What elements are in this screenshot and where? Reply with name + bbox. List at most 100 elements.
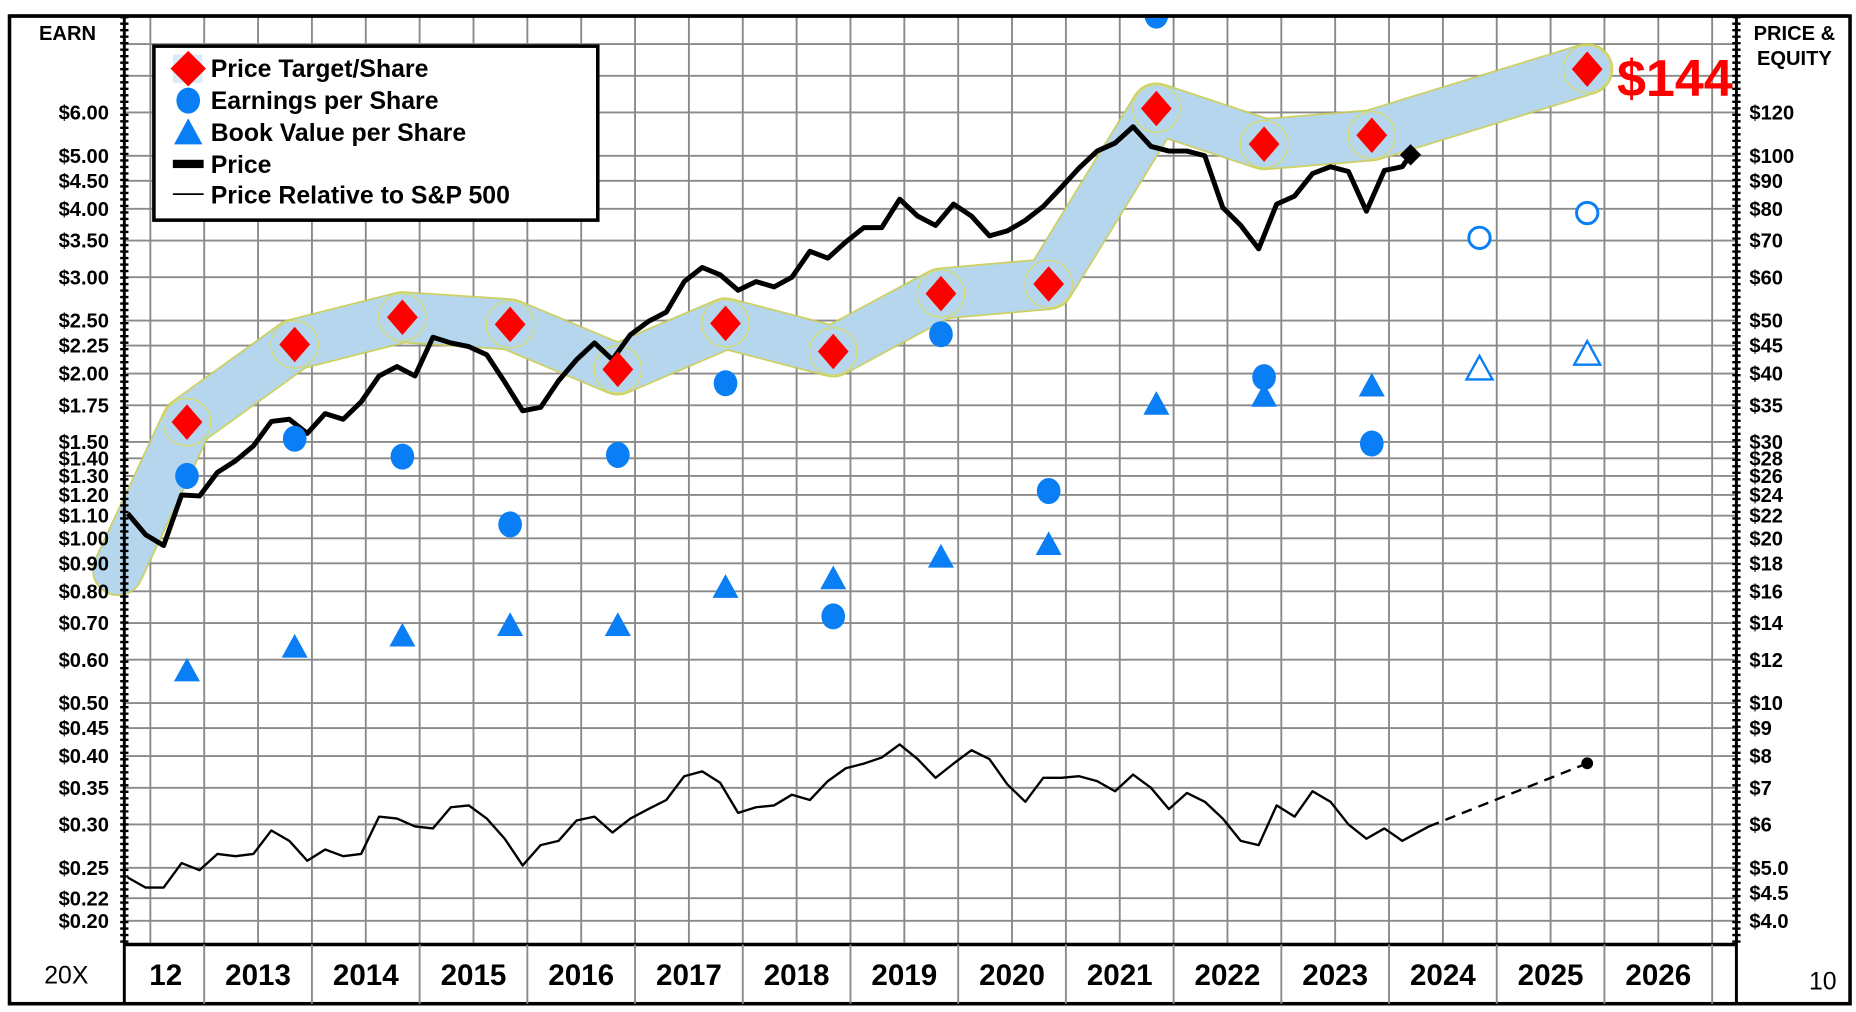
right-tick-label: $100 [1749, 146, 1794, 168]
left-tick-label: $1.30 [59, 466, 109, 488]
left-axis-title: EARN [39, 23, 96, 45]
x-tick-label: 2026 [1625, 959, 1691, 992]
bvps-point [389, 622, 416, 647]
x-tick-label: 2013 [225, 959, 291, 992]
relative-to-sp500-line [127, 743, 1430, 889]
right-tick-label: $9 [1749, 718, 1771, 740]
left-tick-label: $0.40 [59, 746, 109, 768]
band-node-ring [701, 299, 750, 348]
right-tick-label: $20 [1749, 528, 1783, 550]
right-tick-label: $7 [1749, 778, 1771, 800]
right-tick-label: $16 [1749, 581, 1783, 603]
right-tick-label: $8 [1749, 746, 1771, 768]
legend-label-price: Price [211, 152, 272, 179]
eps-point [821, 603, 846, 630]
legend-triangle-icon [174, 118, 203, 145]
left-tick-label: $1.00 [59, 528, 109, 550]
left-tick-label: $0.50 [59, 693, 109, 715]
price-target-point [494, 306, 526, 343]
bvps-point [927, 543, 954, 568]
legend: Price Target/Share Earnings per Share Bo… [152, 44, 600, 222]
price-target-point [710, 305, 741, 342]
x-tick-label: 2020 [979, 959, 1045, 992]
left-tick-label: $1.10 [59, 506, 109, 528]
right-tick-label: $70 [1749, 231, 1783, 253]
axis-ticks: $6.00 $5.00 $4.50 $4.00 $3.50 $3.00 $2.50 $2.25… [59, 103, 1795, 992]
price-target-point [171, 404, 203, 440]
eps-point [1359, 430, 1384, 457]
x-tick-label: 2025 [1518, 959, 1584, 992]
x-tick-label: 2017 [656, 959, 722, 992]
relative-projection-line [1428, 762, 1588, 828]
right-tick-label: $120 [1749, 103, 1794, 125]
eps-point [282, 425, 307, 452]
band-node-ring [162, 397, 212, 447]
price-lines [125, 124, 1594, 889]
legend-label-relative: Price Relative to S&P 500 [211, 183, 510, 210]
right-tick-label: $10 [1749, 693, 1783, 715]
right-tick-label: $24 [1749, 485, 1783, 507]
right-axis-title-line-1: PRICE & [1754, 23, 1836, 45]
eps-point [713, 370, 738, 397]
legend-circle-icon [176, 87, 201, 114]
legend-thick-line-icon [172, 159, 204, 169]
left-tick-label: $3.50 [59, 231, 109, 253]
left-tick-label: $2.00 [59, 364, 109, 386]
x-tick-label: 2024 [1410, 959, 1476, 992]
price-target-label: $144 [1617, 50, 1733, 108]
legend-label-eps: Earnings per Share [211, 88, 439, 115]
band-node-ring [1239, 119, 1289, 169]
eps-point [175, 462, 199, 489]
right-tick-label: $5.0 [1749, 858, 1788, 880]
footer-left-label: 20X [44, 963, 89, 990]
left-tick-label: $4.00 [59, 199, 109, 221]
band-node-ring [808, 327, 858, 376]
right-axis-title-line-2: EQUITY [1757, 48, 1832, 70]
left-tick-label: $1.20 [59, 485, 109, 507]
bvps-estimate-point [1572, 338, 1603, 366]
top-margin [0, 0, 1856, 15]
eps-point [1252, 364, 1276, 391]
right-tick-label: $28 [1749, 448, 1783, 470]
x-tick-label: 2014 [333, 959, 399, 992]
bvps-point [1358, 372, 1385, 397]
band-node-ring [270, 320, 319, 369]
left-tick-label: $0.80 [59, 581, 109, 603]
left-tick-label: $0.90 [59, 553, 109, 575]
bvps-point [497, 612, 524, 636]
left-tick-label: $1.40 [59, 448, 109, 470]
right-tick-label: $90 [1749, 171, 1783, 193]
right-tick-label: $60 [1749, 267, 1783, 289]
left-tick-label: $0.45 [59, 718, 109, 740]
right-tick-label: $26 [1749, 466, 1783, 488]
price-target-point [1356, 117, 1388, 154]
price-target-point [387, 299, 418, 335]
x-tick-label: 2016 [548, 959, 614, 992]
x-tick-label: 2019 [871, 959, 937, 992]
bvps-point [820, 565, 847, 590]
eps-point [605, 441, 630, 468]
eps-estimate-point [1467, 225, 1492, 250]
x-tick-label: 2023 [1302, 959, 1368, 992]
price-target-band [92, 43, 1614, 597]
price-line [125, 124, 1413, 549]
right-tick-label: $22 [1749, 506, 1783, 528]
price-target-point [602, 351, 634, 388]
left-tick-label: $0.20 [59, 911, 109, 933]
right-tick-label: $50 [1749, 311, 1783, 333]
right-tick-label: $4.0 [1749, 911, 1788, 933]
eps-point [390, 443, 415, 470]
left-tick-label: $0.25 [59, 858, 109, 880]
right-tick-label: $45 [1749, 336, 1783, 358]
relative-projection-point [1581, 757, 1594, 770]
right-tick-label: $35 [1749, 395, 1783, 417]
x-tick-label: 2021 [1087, 959, 1153, 992]
band-node-ring [1562, 44, 1612, 94]
bvps-point [604, 612, 631, 636]
eps-point [1036, 478, 1061, 505]
legend-label-bvps: Book Value per Share [211, 120, 466, 147]
band-node-ring [1132, 84, 1181, 133]
left-tick-label: $0.22 [59, 888, 109, 910]
